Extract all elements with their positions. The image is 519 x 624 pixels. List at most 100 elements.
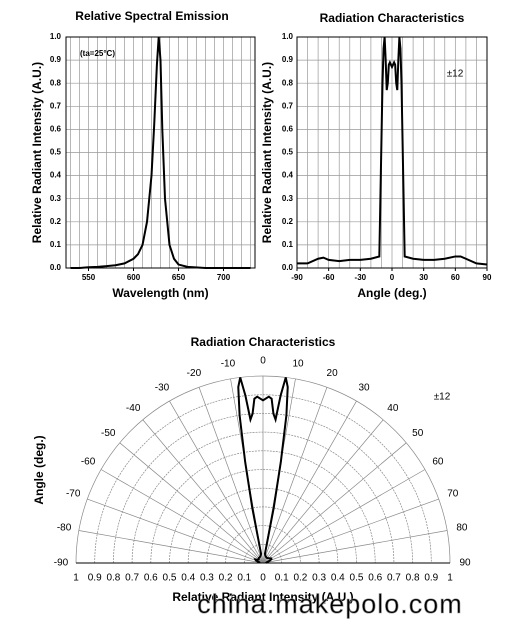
x-tick-label: 0	[390, 273, 395, 282]
y-tick-label: 0.6	[50, 125, 62, 134]
grid-spoke	[262, 419, 384, 564]
r-tick-label: 0.7	[387, 573, 401, 584]
angle-tick-label: 30	[358, 383, 370, 394]
angle-tick-label: -20	[187, 368, 202, 379]
chart-title: Relative Spectral Emission	[75, 9, 228, 23]
chart-title: Radiation Characteristics	[191, 335, 336, 349]
x-axis-label: Angle (deg.)	[357, 286, 426, 300]
grid-spoke	[262, 530, 448, 564]
x-tick-label: 60	[451, 273, 460, 282]
grid-spoke	[169, 400, 264, 564]
r-tick-label: 0.9	[88, 573, 102, 584]
r-tick-label: 0.6	[144, 573, 158, 584]
r-tick-label: 0.7	[125, 573, 139, 584]
r-tick-label: 0.2	[219, 573, 233, 584]
r-tick-label: 0.3	[312, 573, 326, 584]
angle-tick-label: 50	[412, 428, 424, 439]
y-tick-label: 1.0	[282, 32, 294, 41]
angle-tick-label: -70	[66, 489, 81, 500]
chart-title: Radiation Characteristics	[320, 11, 465, 25]
y-tick-label: 0.4	[50, 171, 62, 180]
x-tick-label: 700	[217, 273, 231, 282]
x-axis-label: Wavelength (nm)	[112, 286, 208, 300]
y-tick-label: 0.0	[50, 263, 62, 272]
angle-tick-label: -10	[221, 359, 236, 370]
y-tick-label: 0.8	[50, 78, 62, 87]
watermark: china.makepolo.com	[197, 589, 463, 619]
r-tick-label: 1	[73, 573, 79, 584]
x-tick-label: 90	[483, 273, 492, 282]
x-tick-label: 550	[82, 273, 96, 282]
grid-spoke	[198, 387, 264, 564]
grid-spoke	[119, 442, 264, 564]
y-axis-label: Relative Radiant Intensity (A.U.)	[260, 62, 274, 243]
grid-spoke	[262, 498, 439, 564]
x-tick-label: -30	[355, 273, 367, 282]
y-axis-label: Angle (deg.)	[32, 435, 46, 504]
grid-spoke	[100, 469, 264, 564]
angle-tick-label: 60	[432, 457, 444, 468]
grid-spoke	[262, 442, 407, 564]
r-tick-label: 0.1	[237, 573, 251, 584]
r-tick-label: 0.4	[331, 573, 345, 584]
y-tick-label: 0.8	[282, 78, 294, 87]
y-tick-label: 0.9	[50, 55, 62, 64]
y-tick-label: 0.1	[50, 240, 62, 249]
angle-tick-label: -50	[101, 428, 116, 439]
y-tick-label: 0.2	[282, 217, 294, 226]
y-tick-label: 0.5	[50, 148, 62, 157]
grid-spoke	[262, 400, 357, 564]
grid-circle	[169, 469, 357, 564]
y-tick-label: 0.2	[50, 217, 62, 226]
r-tick-label: 0.5	[163, 573, 177, 584]
annotation: ±12	[434, 392, 451, 403]
y-tick-label: 0.5	[282, 148, 294, 157]
r-tick-label: 0.8	[406, 573, 420, 584]
angle-tick-label: -30	[155, 383, 170, 394]
grid-circle	[150, 450, 376, 564]
y-axis-label: Relative Radiant Intensity (A.U.)	[30, 62, 44, 243]
r-tick-label: 0.3	[200, 573, 214, 584]
angle-tick-label: 40	[387, 403, 399, 414]
y-tick-label: 0.1	[282, 240, 294, 249]
r-tick-label: 0	[260, 573, 266, 584]
y-tick-label: 0.6	[282, 125, 294, 134]
annotation: ±12	[447, 69, 464, 80]
grid-spoke	[262, 387, 328, 564]
y-tick-label: 0.3	[50, 194, 62, 203]
y-tick-label: 0.7	[50, 101, 62, 110]
angle-tick-label: -40	[126, 403, 141, 414]
r-tick-label: 0.4	[181, 573, 195, 584]
plot-frame	[65, 36, 256, 269]
grid-spoke	[142, 419, 264, 564]
r-tick-label: 0.1	[275, 573, 289, 584]
x-tick-label: 30	[419, 273, 428, 282]
r-tick-label: 0.6	[368, 573, 382, 584]
data-line	[297, 36, 488, 266]
r-tick-label: 1	[447, 573, 453, 584]
x-tick-label: -90	[291, 273, 303, 282]
r-tick-label: 0.8	[106, 573, 120, 584]
y-tick-label: 0.3	[282, 194, 294, 203]
y-tick-label: 0.4	[282, 171, 294, 180]
y-tick-label: 1.0	[50, 32, 62, 41]
r-tick-label: 0.9	[424, 573, 438, 584]
angle-tick-label: -80	[57, 523, 72, 534]
grid-circle	[243, 544, 283, 564]
angle-tick-label: 20	[327, 368, 339, 379]
data-line	[237, 377, 289, 564]
x-tick-label: 600	[127, 273, 141, 282]
grid-spoke	[262, 469, 426, 564]
angle-tick-label: 70	[447, 489, 459, 500]
y-tick-label: 0.9	[282, 55, 294, 64]
angle-tick-label: 90	[459, 558, 471, 569]
angle-tick-label: 0	[260, 356, 266, 367]
r-tick-label: 0.5	[350, 573, 364, 584]
grid-spoke	[78, 530, 264, 564]
r-tick-label: 0.2	[293, 573, 307, 584]
angle-tick-label: 10	[293, 359, 305, 370]
x-tick-label: -60	[323, 273, 335, 282]
angle-tick-label: -90	[54, 558, 69, 569]
angle-tick-label: 80	[456, 523, 468, 534]
